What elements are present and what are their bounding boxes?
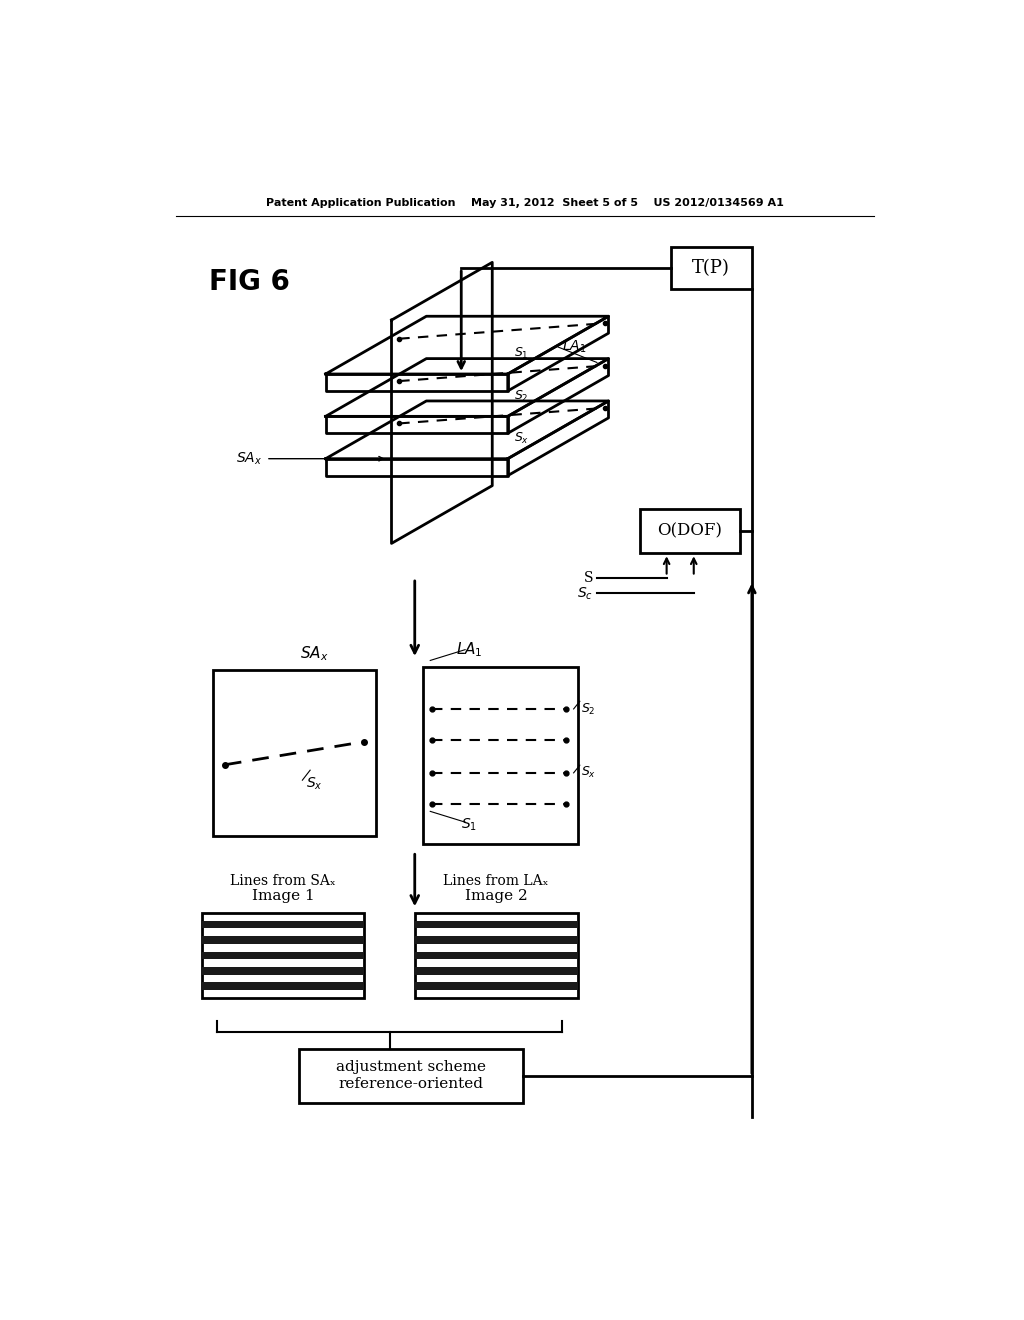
Text: $SA_x$: $SA_x$ [300,644,329,663]
Bar [415,936,578,944]
Bar [202,913,365,998]
Text: $LA_1$: $LA_1$ [562,339,587,355]
Bar [202,936,365,944]
Bar [415,913,578,998]
Bar [415,966,578,974]
Bar [202,982,365,990]
Text: reference-oriented: reference-oriented [338,1077,483,1090]
Bar [423,667,578,843]
Text: Lines from SAₓ: Lines from SAₓ [230,874,336,887]
Bar [640,508,740,553]
Text: $S_1$: $S_1$ [514,346,528,362]
Text: $S_x$: $S_x$ [582,766,597,780]
Text: $S_x$: $S_x$ [306,776,323,792]
Text: $S_c$: $S_c$ [577,585,593,602]
Text: Image 1: Image 1 [252,890,314,903]
Text: S: S [584,572,593,585]
Text: $S_1$: $S_1$ [461,816,477,833]
Bar [671,247,752,289]
Bar [213,671,376,836]
Text: O(DOF): O(DOF) [657,523,722,540]
Bar [202,952,365,960]
Text: Image 2: Image 2 [465,890,527,903]
Text: $S_2$: $S_2$ [582,701,596,717]
Text: $S_x$: $S_x$ [514,432,528,446]
Bar [415,921,578,928]
Text: $SA_x$: $SA_x$ [236,450,262,467]
Text: FIG 6: FIG 6 [209,268,290,296]
Text: $LA_1$: $LA_1$ [456,640,482,659]
Text: Lines from LAₓ: Lines from LAₓ [443,874,549,887]
Text: Patent Application Publication    May 31, 2012  Sheet 5 of 5    US 2012/0134569 : Patent Application Publication May 31, 2… [266,198,783,209]
Bar [299,1049,523,1104]
Bar [202,966,365,974]
Text: $S_2$: $S_2$ [514,388,528,404]
Bar [415,982,578,990]
Bar [202,921,365,928]
Text: adjustment scheme: adjustment scheme [336,1060,485,1074]
Text: T(P): T(P) [692,259,730,277]
Bar [415,952,578,960]
